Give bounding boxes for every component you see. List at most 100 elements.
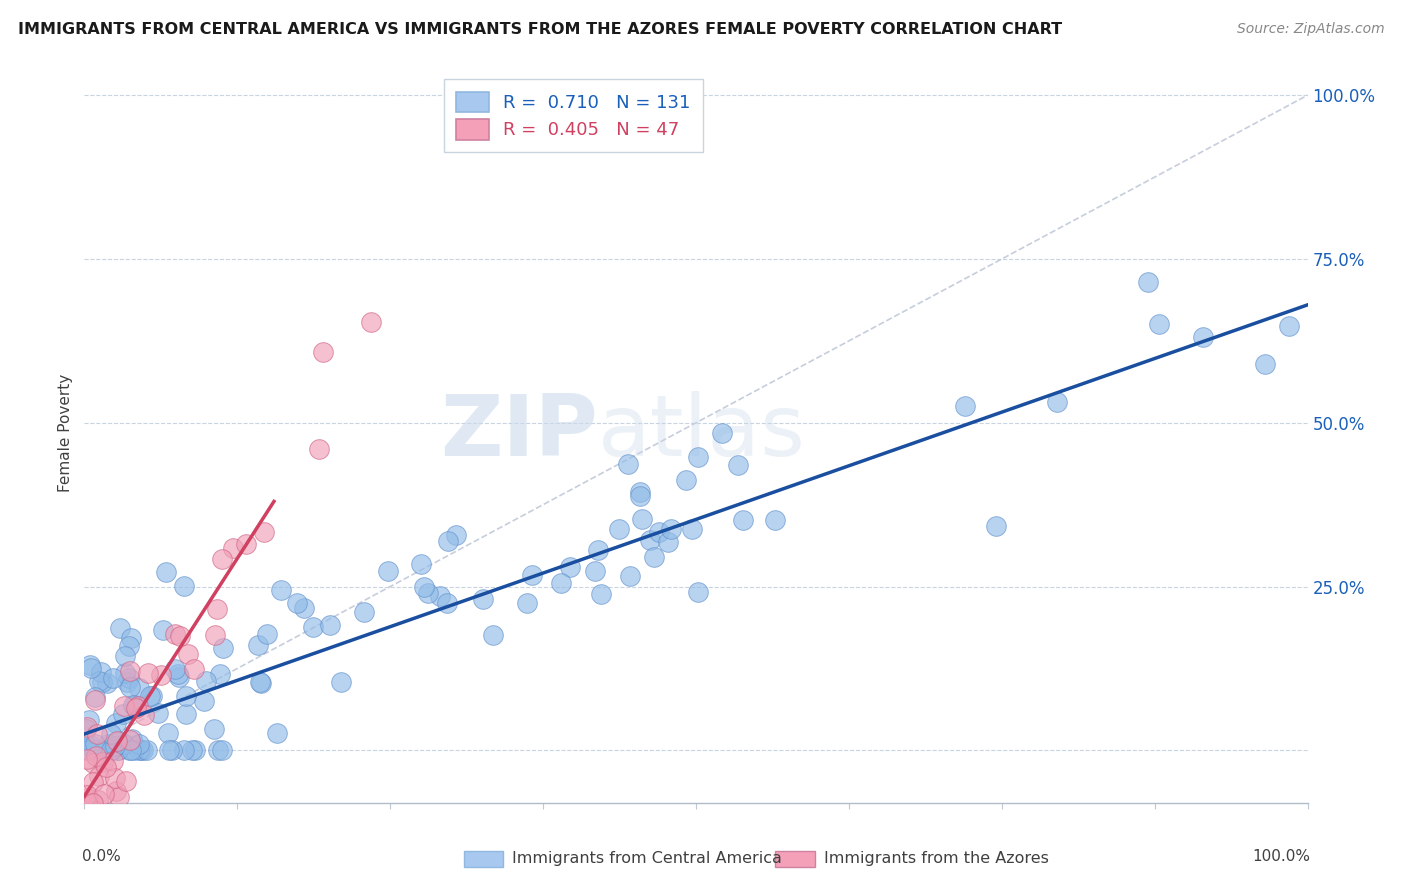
Point — [360, 315, 382, 329]
Point — [93, 743, 115, 757]
Point — [118, 680, 141, 694]
Point — [247, 638, 270, 652]
Point — [174, 707, 197, 722]
Point — [711, 426, 734, 441]
Point — [128, 737, 150, 751]
Point — [118, 733, 141, 747]
Point — [124, 701, 146, 715]
Point — [256, 627, 278, 641]
Point — [377, 564, 399, 578]
Point — [353, 605, 375, 619]
Text: 0.0%: 0.0% — [82, 848, 121, 863]
Point — [205, 602, 228, 616]
FancyBboxPatch shape — [776, 851, 814, 867]
Text: IMMIGRANTS FROM CENTRAL AMERICA VS IMMIGRANTS FROM THE AZORES FEMALE POVERTY COR: IMMIGRANTS FROM CENTRAL AMERICA VS IMMIG… — [18, 22, 1063, 37]
Point — [1191, 330, 1213, 344]
Point — [308, 442, 330, 456]
Point — [266, 726, 288, 740]
Point — [84, 749, 107, 764]
Point — [588, 542, 610, 557]
Point — [173, 743, 195, 757]
Point — [91, 755, 114, 769]
Point — [114, 649, 136, 664]
Point — [436, 595, 458, 609]
Point — [169, 629, 191, 643]
Point — [107, 743, 129, 757]
Point — [100, 743, 122, 757]
Point — [180, 743, 202, 757]
Point — [124, 698, 146, 713]
Point — [204, 628, 226, 642]
Point — [194, 673, 217, 688]
Point — [193, 694, 215, 708]
Point — [157, 743, 180, 757]
Point — [249, 675, 271, 690]
Point — [727, 458, 749, 473]
Text: 100.0%: 100.0% — [1251, 848, 1310, 863]
Point — [117, 671, 139, 685]
Point — [1136, 275, 1159, 289]
Point — [101, 743, 124, 757]
Point — [953, 399, 976, 413]
Point — [87, 769, 110, 783]
Point — [202, 722, 225, 736]
Point — [82, 796, 104, 810]
Point — [520, 567, 543, 582]
Point — [115, 675, 138, 690]
Point — [270, 582, 292, 597]
Point — [117, 743, 139, 757]
Point — [76, 752, 98, 766]
Point — [628, 485, 651, 500]
Point — [166, 666, 188, 681]
Point — [1254, 357, 1277, 371]
Point — [589, 587, 612, 601]
Point — [139, 689, 162, 703]
Point — [98, 743, 121, 757]
Point — [686, 450, 709, 464]
Point — [91, 675, 114, 690]
Point — [429, 589, 451, 603]
Point — [253, 525, 276, 540]
Point — [141, 689, 163, 703]
Point — [731, 513, 754, 527]
Point — [165, 627, 187, 641]
Point — [107, 743, 129, 757]
Point — [75, 722, 97, 736]
FancyBboxPatch shape — [464, 851, 503, 867]
Point — [984, 519, 1007, 533]
Point — [93, 743, 115, 757]
Point — [330, 674, 353, 689]
Point — [183, 662, 205, 676]
Point — [560, 559, 582, 574]
Point — [659, 522, 682, 536]
Point — [129, 743, 152, 757]
Point — [118, 639, 141, 653]
Point — [148, 706, 170, 720]
Point — [471, 592, 494, 607]
Point — [83, 737, 105, 751]
Point — [79, 738, 101, 752]
Point — [122, 743, 145, 757]
Point — [165, 662, 187, 676]
Point — [184, 743, 207, 757]
Point — [207, 743, 229, 757]
Point — [1046, 395, 1069, 409]
Point — [211, 743, 233, 757]
Point — [657, 535, 679, 549]
Point — [120, 664, 142, 678]
Point — [108, 789, 131, 804]
Point — [127, 698, 149, 713]
Point — [647, 524, 669, 539]
Point — [76, 720, 98, 734]
Text: Source: ZipAtlas.com: Source: ZipAtlas.com — [1237, 22, 1385, 37]
Point — [84, 692, 107, 706]
Point — [107, 734, 129, 748]
Point — [1278, 318, 1301, 333]
Point — [675, 473, 697, 487]
Point — [763, 513, 786, 527]
Point — [412, 581, 434, 595]
Point — [122, 698, 145, 713]
Point — [79, 714, 101, 728]
Point — [550, 575, 572, 590]
Point — [312, 345, 335, 359]
